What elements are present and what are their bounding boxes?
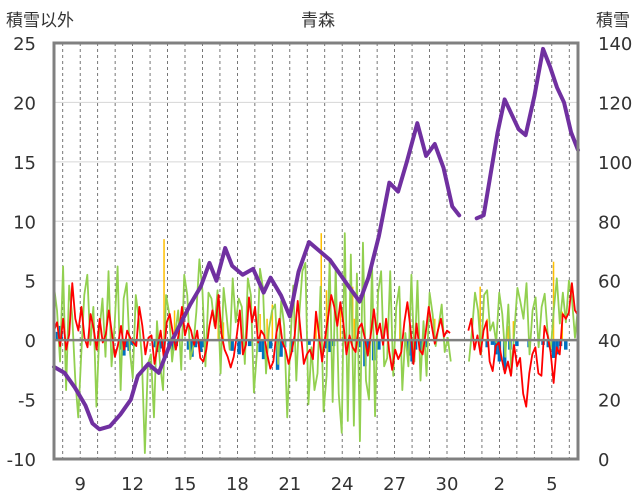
sunshine-bar — [266, 318, 268, 341]
sunshine-bar — [353, 318, 356, 341]
precip-bar — [419, 340, 423, 353]
wind-line — [53, 232, 452, 454]
temperature-line — [53, 282, 451, 371]
y-left-tick-label: 25 — [13, 34, 36, 55]
precip-bar — [261, 340, 266, 360]
line-layer — [52, 46, 580, 454]
sunshine-bar — [552, 261, 555, 341]
x-tick-label: 21 — [278, 474, 301, 495]
x-tick-label: 12 — [121, 474, 144, 495]
precip-bar — [324, 340, 329, 349]
plot-background — [54, 43, 578, 459]
snow-depth-line — [52, 121, 462, 432]
y-left-tick-label: 15 — [13, 153, 36, 174]
precip-bar — [485, 340, 489, 348]
sunshine-bar — [479, 286, 481, 341]
y-right-tick-label: 120 — [598, 93, 632, 114]
precip-bar — [230, 340, 234, 351]
x-tick-label: 27 — [383, 474, 406, 495]
x-tick-label: 18 — [226, 474, 249, 495]
right-axis-title: 積雪 — [596, 11, 630, 31]
precip-bar — [193, 340, 198, 348]
y-right-tick-label: 100 — [598, 153, 632, 174]
precip-bar — [268, 340, 273, 349]
sunshine-bar — [325, 290, 328, 341]
y-right-tick-label: 20 — [598, 391, 621, 412]
precip-bar — [129, 340, 133, 345]
plot-frame — [52, 41, 580, 461]
x-tick-label: 24 — [331, 474, 354, 495]
precip-bar — [237, 340, 241, 355]
y-left-tick-label: -5 — [18, 391, 36, 412]
sunshine-bar — [222, 322, 225, 341]
y-left-tick-label: 5 — [25, 272, 36, 293]
precip-bar — [551, 340, 556, 358]
sunshine-bar — [315, 311, 317, 341]
precip-bar — [186, 340, 191, 350]
precip-bar — [377, 340, 381, 350]
x-tick-label: 30 — [436, 474, 459, 495]
precip-bar — [490, 340, 495, 345]
y-left-tick-label: 10 — [13, 212, 36, 233]
precip-bar — [424, 340, 428, 348]
y-left-tick-label: 0 — [25, 331, 36, 352]
precip-bar — [515, 340, 519, 347]
precip-bar — [307, 340, 311, 345]
sunshine-bar — [163, 239, 165, 341]
sunshine-bar — [173, 310, 176, 341]
sunshine-bar — [271, 304, 274, 341]
y-right-tick-label: 0 — [598, 450, 609, 471]
precip-bar — [289, 340, 294, 353]
y-left-tick-label: -10 — [7, 450, 36, 471]
x-tick-label: 2 — [494, 474, 505, 495]
precip-bar — [564, 340, 568, 350]
x-tick-label: 5 — [546, 474, 557, 495]
chart-title: 青森 — [301, 11, 335, 31]
y-right-tick-label: 40 — [598, 331, 621, 352]
sunshine-bar — [339, 306, 342, 341]
temperature-line — [467, 282, 579, 408]
precip-bar — [171, 340, 175, 351]
y-right-tick-label: 80 — [598, 212, 621, 233]
x-tick-label: 9 — [74, 474, 85, 495]
precip-bar — [357, 340, 362, 348]
precip-bar — [279, 340, 283, 357]
sunshine-bar — [259, 313, 261, 341]
precip-bar — [153, 340, 158, 348]
precip-bar — [258, 340, 262, 353]
precip-bar — [247, 340, 252, 347]
wind-line — [468, 277, 579, 375]
left-axis-title: 積雪以外 — [6, 11, 74, 31]
y-right-tick-label: 140 — [598, 34, 632, 55]
precip-bar — [198, 340, 203, 353]
sunshine-bar — [507, 325, 509, 341]
y-left-tick-label: 20 — [13, 93, 36, 114]
y-right-tick-label: 60 — [598, 272, 621, 293]
snow-depth-line — [474, 46, 580, 221]
precip-bar — [328, 340, 332, 353]
x-tick-label: 15 — [174, 474, 197, 495]
sunshine-bar — [512, 321, 515, 341]
